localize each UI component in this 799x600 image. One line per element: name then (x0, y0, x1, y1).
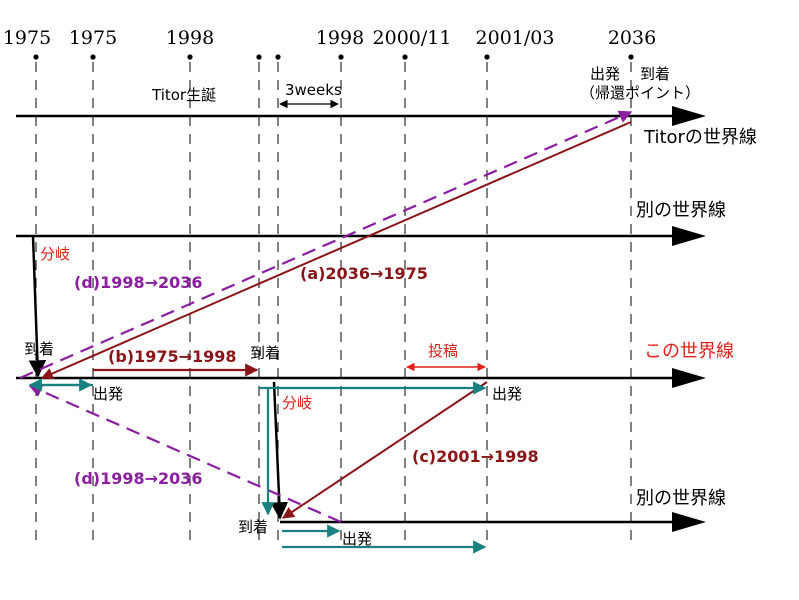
depart-top-label: 出発 (590, 65, 620, 83)
trip-b-label: (b)1975→1998 (108, 347, 237, 366)
worldline-other-1-arrowhead (672, 226, 706, 246)
worldline-this-label: この世界線 (644, 341, 734, 362)
arrive-label-2: 到着 (250, 344, 280, 362)
timeline-dots (33, 54, 634, 60)
time-guides (35, 62, 632, 545)
depart-label-2: 出発 (492, 385, 522, 403)
year-label: 1998 (166, 27, 214, 49)
trip-a-line (40, 121, 632, 380)
trip-d1-label: (d)1998→2036 (74, 273, 203, 292)
arrive-label-1: 到着 (24, 340, 54, 358)
branch-1-label: 分岐 (40, 245, 70, 263)
trip-d2-line (28, 384, 342, 524)
branch-2-label: 分岐 (282, 394, 312, 412)
year-label: 1975 (3, 27, 51, 49)
worldline-other-2-arrowhead (672, 512, 706, 532)
titor-birth-label: Titor生誕 (151, 86, 216, 104)
three-weeks-label: 3weeks (285, 81, 342, 99)
trip-c-label: (c)2001→1998 (412, 447, 539, 466)
year-label: 2001/03 (476, 27, 555, 49)
trip-a-label: (a)2036→1975 (300, 264, 428, 283)
year-label: 2000/11 (373, 27, 452, 49)
depart-label-3: 出発 (342, 530, 372, 548)
worldline-this-arrowhead (672, 368, 706, 388)
trip-c-line (282, 381, 488, 519)
depart-label-1: 出発 (93, 385, 123, 403)
arrive-top-label: 到着 (640, 65, 670, 83)
branch-2-line (270, 381, 289, 520)
trip-d2-label: (d)1998→2036 (74, 469, 203, 488)
trip-d1-line (19, 110, 633, 380)
worldline-titor-label: Titorの世界線 (643, 127, 757, 148)
worldline-titor-arrowhead (672, 106, 706, 126)
year-label: 1998 (316, 27, 364, 49)
return-point-label: （帰還ポイント） (580, 84, 700, 102)
arrive-label-3: 到着 (238, 518, 268, 536)
branch-1-line (28, 235, 47, 378)
posting-label: 投稿 (428, 342, 458, 360)
worldline-other-2-label: 別の世界線 (636, 488, 726, 509)
year-label: 2036 (608, 27, 656, 49)
year-label: 1975 (69, 27, 117, 49)
worldline-other-1-label: 別の世界線 (636, 200, 726, 221)
